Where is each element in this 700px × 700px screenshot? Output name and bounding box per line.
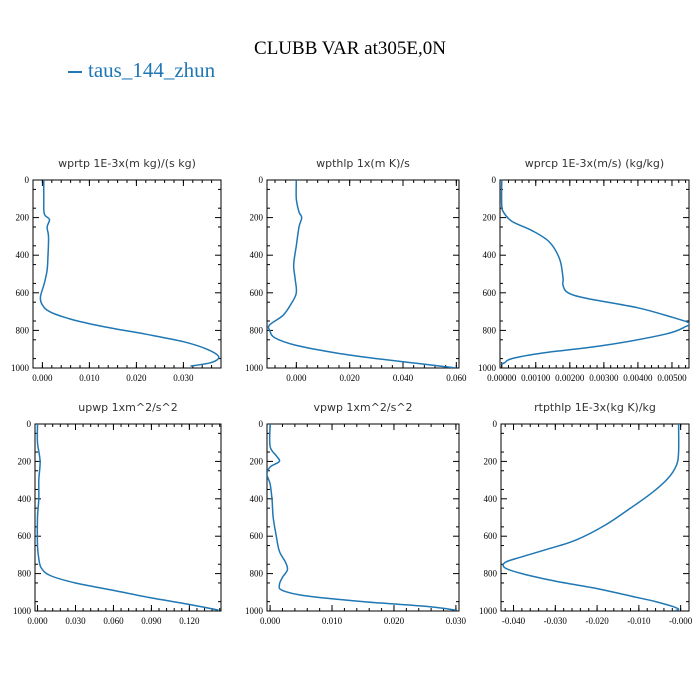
panel-title: wprcp 1E-3x(m/s) (kg/kg) [525,157,664,170]
y-tick-label: 400 [250,250,264,260]
y-tick-label: 800 [250,325,264,335]
series-line-taus_144_zhun [267,424,457,611]
y-tick-label: 800 [483,325,497,335]
x-tick-label: 0.000 [27,616,48,626]
y-tick-label: 0 [492,175,497,185]
x-tick-label: 0.040 [393,373,414,383]
y-tick-label: 600 [250,288,264,298]
panel-1: wprtp 1E-3x(m kg)/(s kg) 0 200 400 600 800 100… [11,157,222,383]
legend: taus_144_zhun [68,58,215,83]
x-tick-label: 0.010 [322,616,343,626]
panel-2: wpthlp 1x(m K)/s 0 200 400 600 800 1000 0.000 0.… [245,157,467,383]
y-tick-label: 800 [16,325,30,335]
y-tick-label: 1000 [245,606,264,616]
x-tick-label: -0.000 [669,616,693,626]
x-tick-label: 0.030 [446,616,467,626]
panel-3: wprcp 1E-3x(m/s) (kg/kg) 0 200 400 600 800 100… [478,157,690,383]
x-tick-label: 0.000 [32,373,53,383]
y-tick-label: 800 [484,569,498,579]
y-tick-label: 600 [18,531,32,541]
x-tick-label: 0.020 [340,373,361,383]
x-tick-label: -0.040 [502,616,526,626]
y-tick-label: 1000 [245,363,264,373]
figure-title: CLUBB VAR at305E,0N [254,38,446,59]
y-tick-label: 0 [27,419,32,429]
series-line-taus_144_zhun [267,180,457,368]
y-tick-label: 200 [250,456,264,466]
y-tick-label: 800 [250,569,264,579]
y-tick-label: 400 [16,250,30,260]
x-tick-label: 0.00300 [589,373,619,383]
x-tick-label: 0.000 [260,616,281,626]
series-line-taus_144_zhun [502,424,680,611]
y-tick-label: 200 [18,456,32,466]
x-tick-label: 0.00100 [521,373,551,383]
y-tick-label: 600 [483,288,497,298]
y-tick-label: 600 [484,531,498,541]
x-tick-label: 0.060 [103,616,124,626]
x-tick-label: 0.060 [446,373,467,383]
y-tick-label: 200 [16,213,30,223]
y-tick-label: 1000 [11,363,30,373]
y-tick-label: 600 [16,288,30,298]
x-tick-label: -0.020 [585,616,609,626]
plot-frame [34,423,222,612]
legend-label: taus_144_zhun [88,58,216,82]
plot-frame [32,179,222,369]
x-tick-label: 0.000 [286,373,307,383]
y-tick-label: 0 [259,175,264,185]
x-tick-label: 0.030 [65,616,86,626]
series-line-taus_144_zhun [39,180,220,367]
series-line-taus_144_zhun [500,180,689,365]
series-line-taus_144_zhun [36,424,219,611]
y-tick-label: 400 [483,250,497,260]
x-tick-label: 0.020 [384,616,405,626]
y-tick-label: 1000 [479,606,498,616]
x-tick-label: 0.00400 [623,373,653,383]
y-tick-label: 0 [25,175,30,185]
plot-frame [500,423,690,612]
y-tick-label: 0 [493,419,498,429]
y-tick-label: 0 [259,419,264,429]
panel-title: rtpthlp 1E-3x(kg K)/kg [534,401,656,414]
y-tick-label: 400 [18,494,32,504]
y-tick-label: 400 [250,494,264,504]
x-tick-label: 0.090 [141,616,162,626]
x-tick-label: -0.030 [544,616,568,626]
y-tick-label: 1000 [478,363,497,373]
x-tick-label: 0.00200 [555,373,585,383]
panel-title: wprtp 1E-3x(m kg)/(s kg) [58,157,196,170]
y-tick-label: 600 [250,531,264,541]
x-tick-label: 0.120 [179,616,200,626]
plot-frame [266,423,460,612]
plot-frame [499,179,690,369]
x-tick-label: 0.020 [126,373,147,383]
x-tick-label: 0.010 [79,373,100,383]
legend-line-swatch [68,71,82,74]
y-tick-label: 1000 [13,606,32,616]
y-tick-label: 200 [483,213,497,223]
panel-6: rtpthlp 1E-3x(kg K)/kg02004006008001000-… [479,401,693,626]
x-tick-label: 0.00000 [487,373,517,383]
y-tick-label: 200 [250,213,264,223]
x-tick-label: 0.00500 [657,373,687,383]
plot-frame [266,179,460,369]
y-tick-label: 800 [18,569,32,579]
y-tick-label: 200 [484,456,498,466]
x-tick-label: -0.010 [627,616,651,626]
panel-title: upwp 1xm^2/s^2 [78,401,178,414]
x-tick-label: 0.030 [173,373,194,383]
panel-title: vpwp 1xm^2/s^2 [313,401,412,414]
y-tick-label: 400 [484,494,498,504]
panel-title: wpthlp 1x(m K)/s [316,157,410,170]
